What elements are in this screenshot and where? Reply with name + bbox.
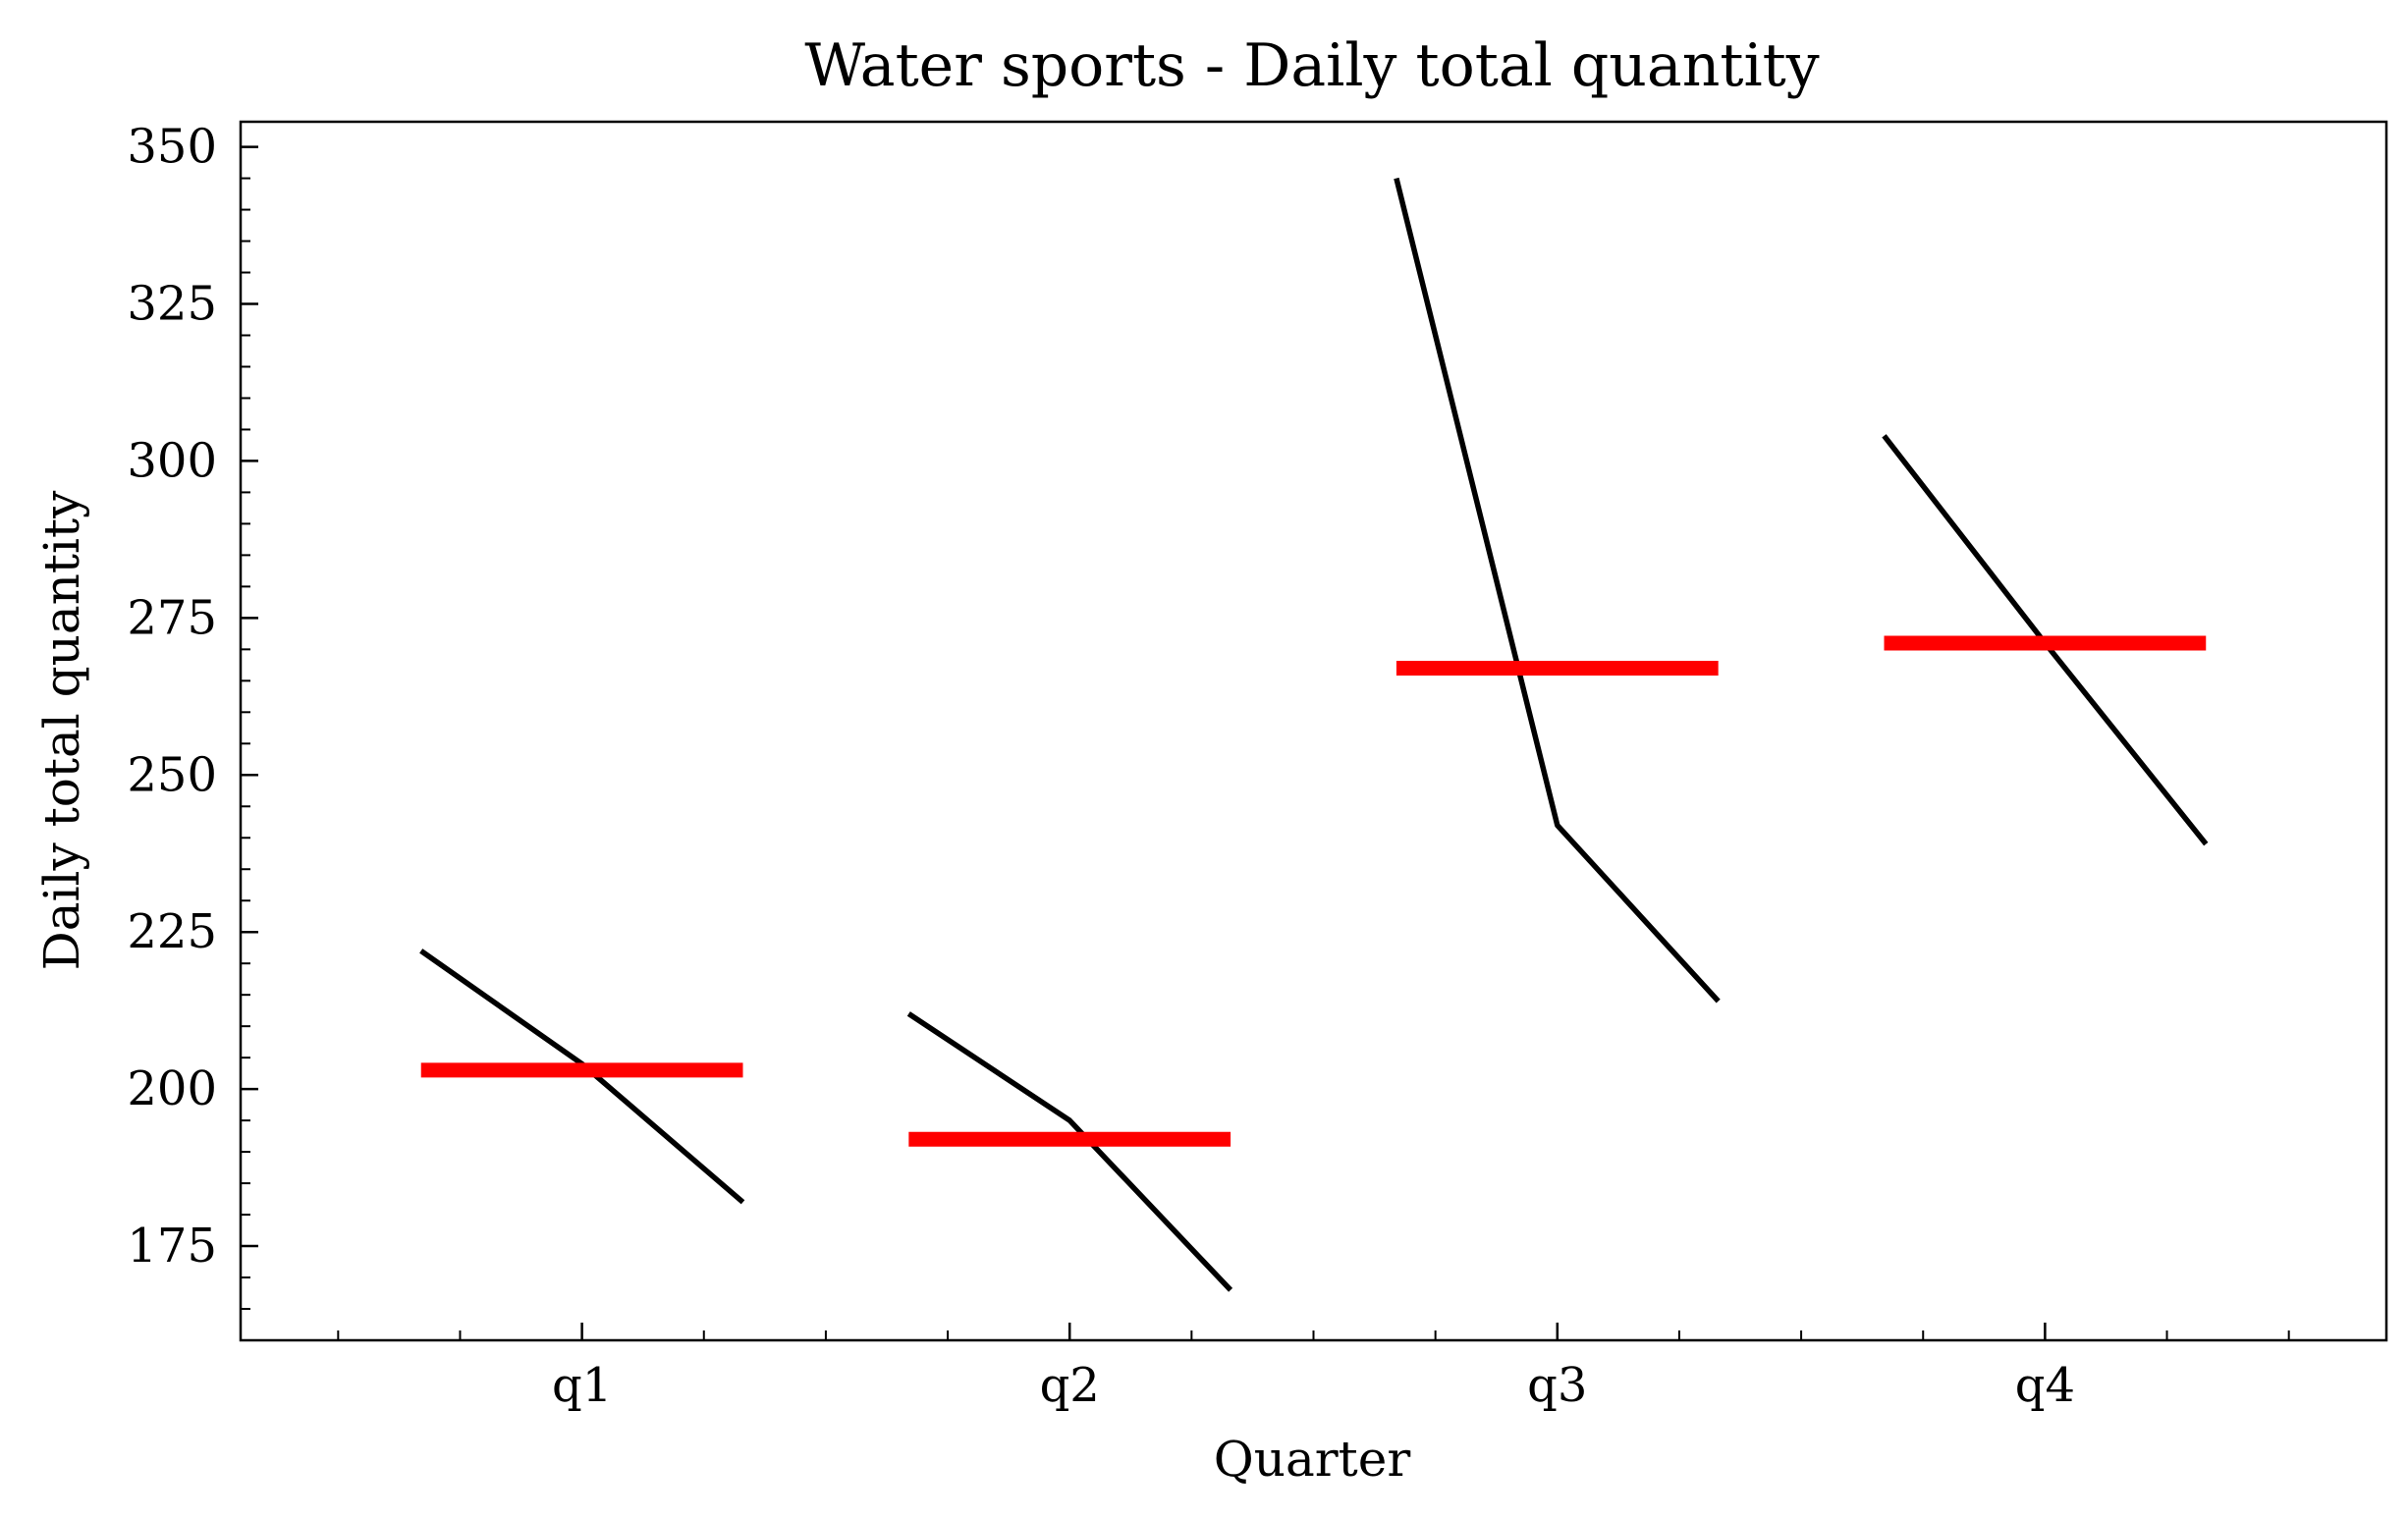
y-tick-label: 325 bbox=[127, 277, 217, 332]
axis-ticks: 175 200 225 250 275 300 325 350 q1 q2 q3 q4 bbox=[127, 120, 2290, 1413]
y-tick-label: 250 bbox=[127, 747, 217, 802]
y-tick-label: 300 bbox=[127, 433, 217, 488]
plot-area bbox=[419, 177, 2209, 1292]
x-tick-label: q3 bbox=[1527, 1358, 1587, 1413]
y-tick-label: 225 bbox=[127, 904, 217, 959]
y-tick-label: 175 bbox=[127, 1219, 217, 1274]
x-tick-label: q4 bbox=[2015, 1358, 2075, 1413]
y-tick-label: 350 bbox=[127, 120, 217, 175]
chart-title: Water sports - Daily total quantity bbox=[804, 31, 1819, 100]
y-tick-label: 200 bbox=[127, 1061, 217, 1116]
y-axis-label: Daily total quantity bbox=[33, 490, 90, 970]
subseries-line-q2 bbox=[906, 1011, 1233, 1292]
y-tick-label: 275 bbox=[127, 590, 217, 645]
subseries-line-q3 bbox=[1394, 177, 1721, 1004]
x-tick-label: q1 bbox=[552, 1358, 612, 1413]
x-tick-label: q2 bbox=[1040, 1358, 1100, 1413]
x-axis-label: Quarter bbox=[1214, 1431, 1411, 1488]
